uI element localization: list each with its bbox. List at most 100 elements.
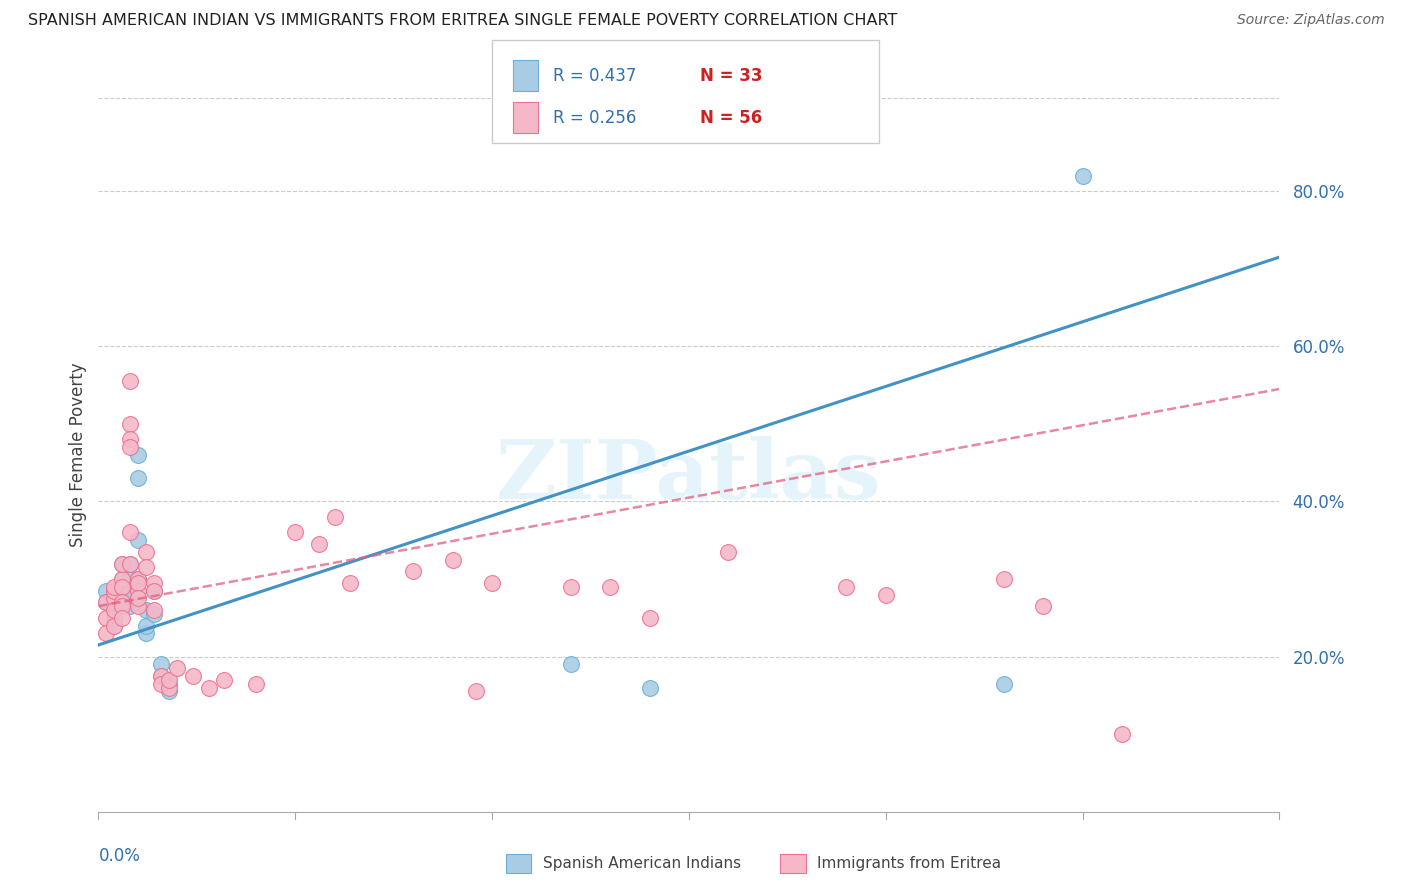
Point <box>465 684 488 698</box>
Point <box>142 575 165 590</box>
Point <box>560 580 582 594</box>
Point <box>118 417 141 431</box>
Point <box>111 580 134 594</box>
Point <box>339 575 361 590</box>
Point <box>1111 727 1133 741</box>
Point <box>111 557 134 571</box>
Point <box>1071 169 1094 183</box>
Point <box>96 595 118 609</box>
Point <box>96 583 118 598</box>
Point <box>118 557 141 571</box>
Point <box>142 583 165 598</box>
Point <box>181 669 204 683</box>
Point <box>157 681 180 695</box>
Point <box>127 471 149 485</box>
Point <box>638 681 661 695</box>
Point <box>111 599 134 614</box>
Point <box>118 599 141 614</box>
Y-axis label: Single Female Poverty: Single Female Poverty <box>69 363 87 547</box>
Point <box>103 580 125 594</box>
Point <box>245 677 267 691</box>
Point <box>157 677 180 691</box>
Point <box>118 525 141 540</box>
Point <box>118 440 141 454</box>
Point <box>150 657 173 672</box>
Point <box>135 603 157 617</box>
Point <box>323 510 346 524</box>
Point <box>599 580 621 594</box>
Point <box>111 557 134 571</box>
Point <box>118 583 141 598</box>
Point <box>111 588 134 602</box>
Point <box>214 673 236 687</box>
Point <box>111 611 134 625</box>
Point <box>875 588 897 602</box>
Point <box>560 657 582 672</box>
Point <box>111 580 134 594</box>
Point <box>166 661 188 675</box>
Point <box>835 580 858 594</box>
Point <box>103 603 125 617</box>
Point <box>135 626 157 640</box>
Point <box>402 564 425 578</box>
Point <box>118 433 141 447</box>
Point <box>127 599 149 614</box>
Text: ZIPatlas: ZIPatlas <box>496 436 882 516</box>
Text: N = 33: N = 33 <box>700 67 762 85</box>
Point <box>111 599 134 614</box>
Point <box>103 618 125 632</box>
Point <box>103 588 125 602</box>
Point <box>157 684 180 698</box>
Point <box>111 595 134 609</box>
Point <box>118 572 141 586</box>
Point <box>1032 599 1054 614</box>
Point <box>142 607 165 621</box>
Point <box>96 595 118 609</box>
Point <box>103 611 125 625</box>
Text: SPANISH AMERICAN INDIAN VS IMMIGRANTS FROM ERITREA SINGLE FEMALE POVERTY CORRELA: SPANISH AMERICAN INDIAN VS IMMIGRANTS FR… <box>28 13 897 29</box>
Point <box>118 591 141 606</box>
Point <box>308 537 330 551</box>
Point <box>96 626 118 640</box>
Point <box>150 669 173 683</box>
Point <box>127 583 149 598</box>
Point <box>481 575 503 590</box>
Point <box>127 572 149 586</box>
Text: Source: ZipAtlas.com: Source: ZipAtlas.com <box>1237 13 1385 28</box>
Point <box>150 677 173 691</box>
Point <box>135 618 157 632</box>
Point <box>142 583 165 598</box>
Point <box>197 681 219 695</box>
Point <box>127 575 149 590</box>
Point <box>103 583 125 598</box>
Point <box>150 669 173 683</box>
Point <box>103 591 125 606</box>
Point <box>127 572 149 586</box>
Point <box>127 448 149 462</box>
Point <box>111 572 134 586</box>
Text: R = 0.256: R = 0.256 <box>553 109 636 127</box>
Point <box>135 545 157 559</box>
Point <box>127 591 149 606</box>
Text: Immigrants from Eritrea: Immigrants from Eritrea <box>817 856 1001 871</box>
Text: R = 0.437: R = 0.437 <box>553 67 636 85</box>
Text: Spanish American Indians: Spanish American Indians <box>543 856 741 871</box>
Point <box>111 572 134 586</box>
Point <box>118 557 141 571</box>
Point <box>127 533 149 548</box>
Point <box>118 374 141 388</box>
Point <box>717 545 740 559</box>
Point <box>142 603 165 617</box>
Text: 0.0%: 0.0% <box>98 847 141 865</box>
Point <box>157 673 180 687</box>
Point <box>103 618 125 632</box>
Point <box>638 611 661 625</box>
Point <box>96 611 118 625</box>
Point <box>993 677 1015 691</box>
Point <box>103 603 125 617</box>
Point <box>993 572 1015 586</box>
Text: N = 56: N = 56 <box>700 109 762 127</box>
Point <box>135 560 157 574</box>
Point <box>284 525 307 540</box>
Point <box>441 552 464 566</box>
